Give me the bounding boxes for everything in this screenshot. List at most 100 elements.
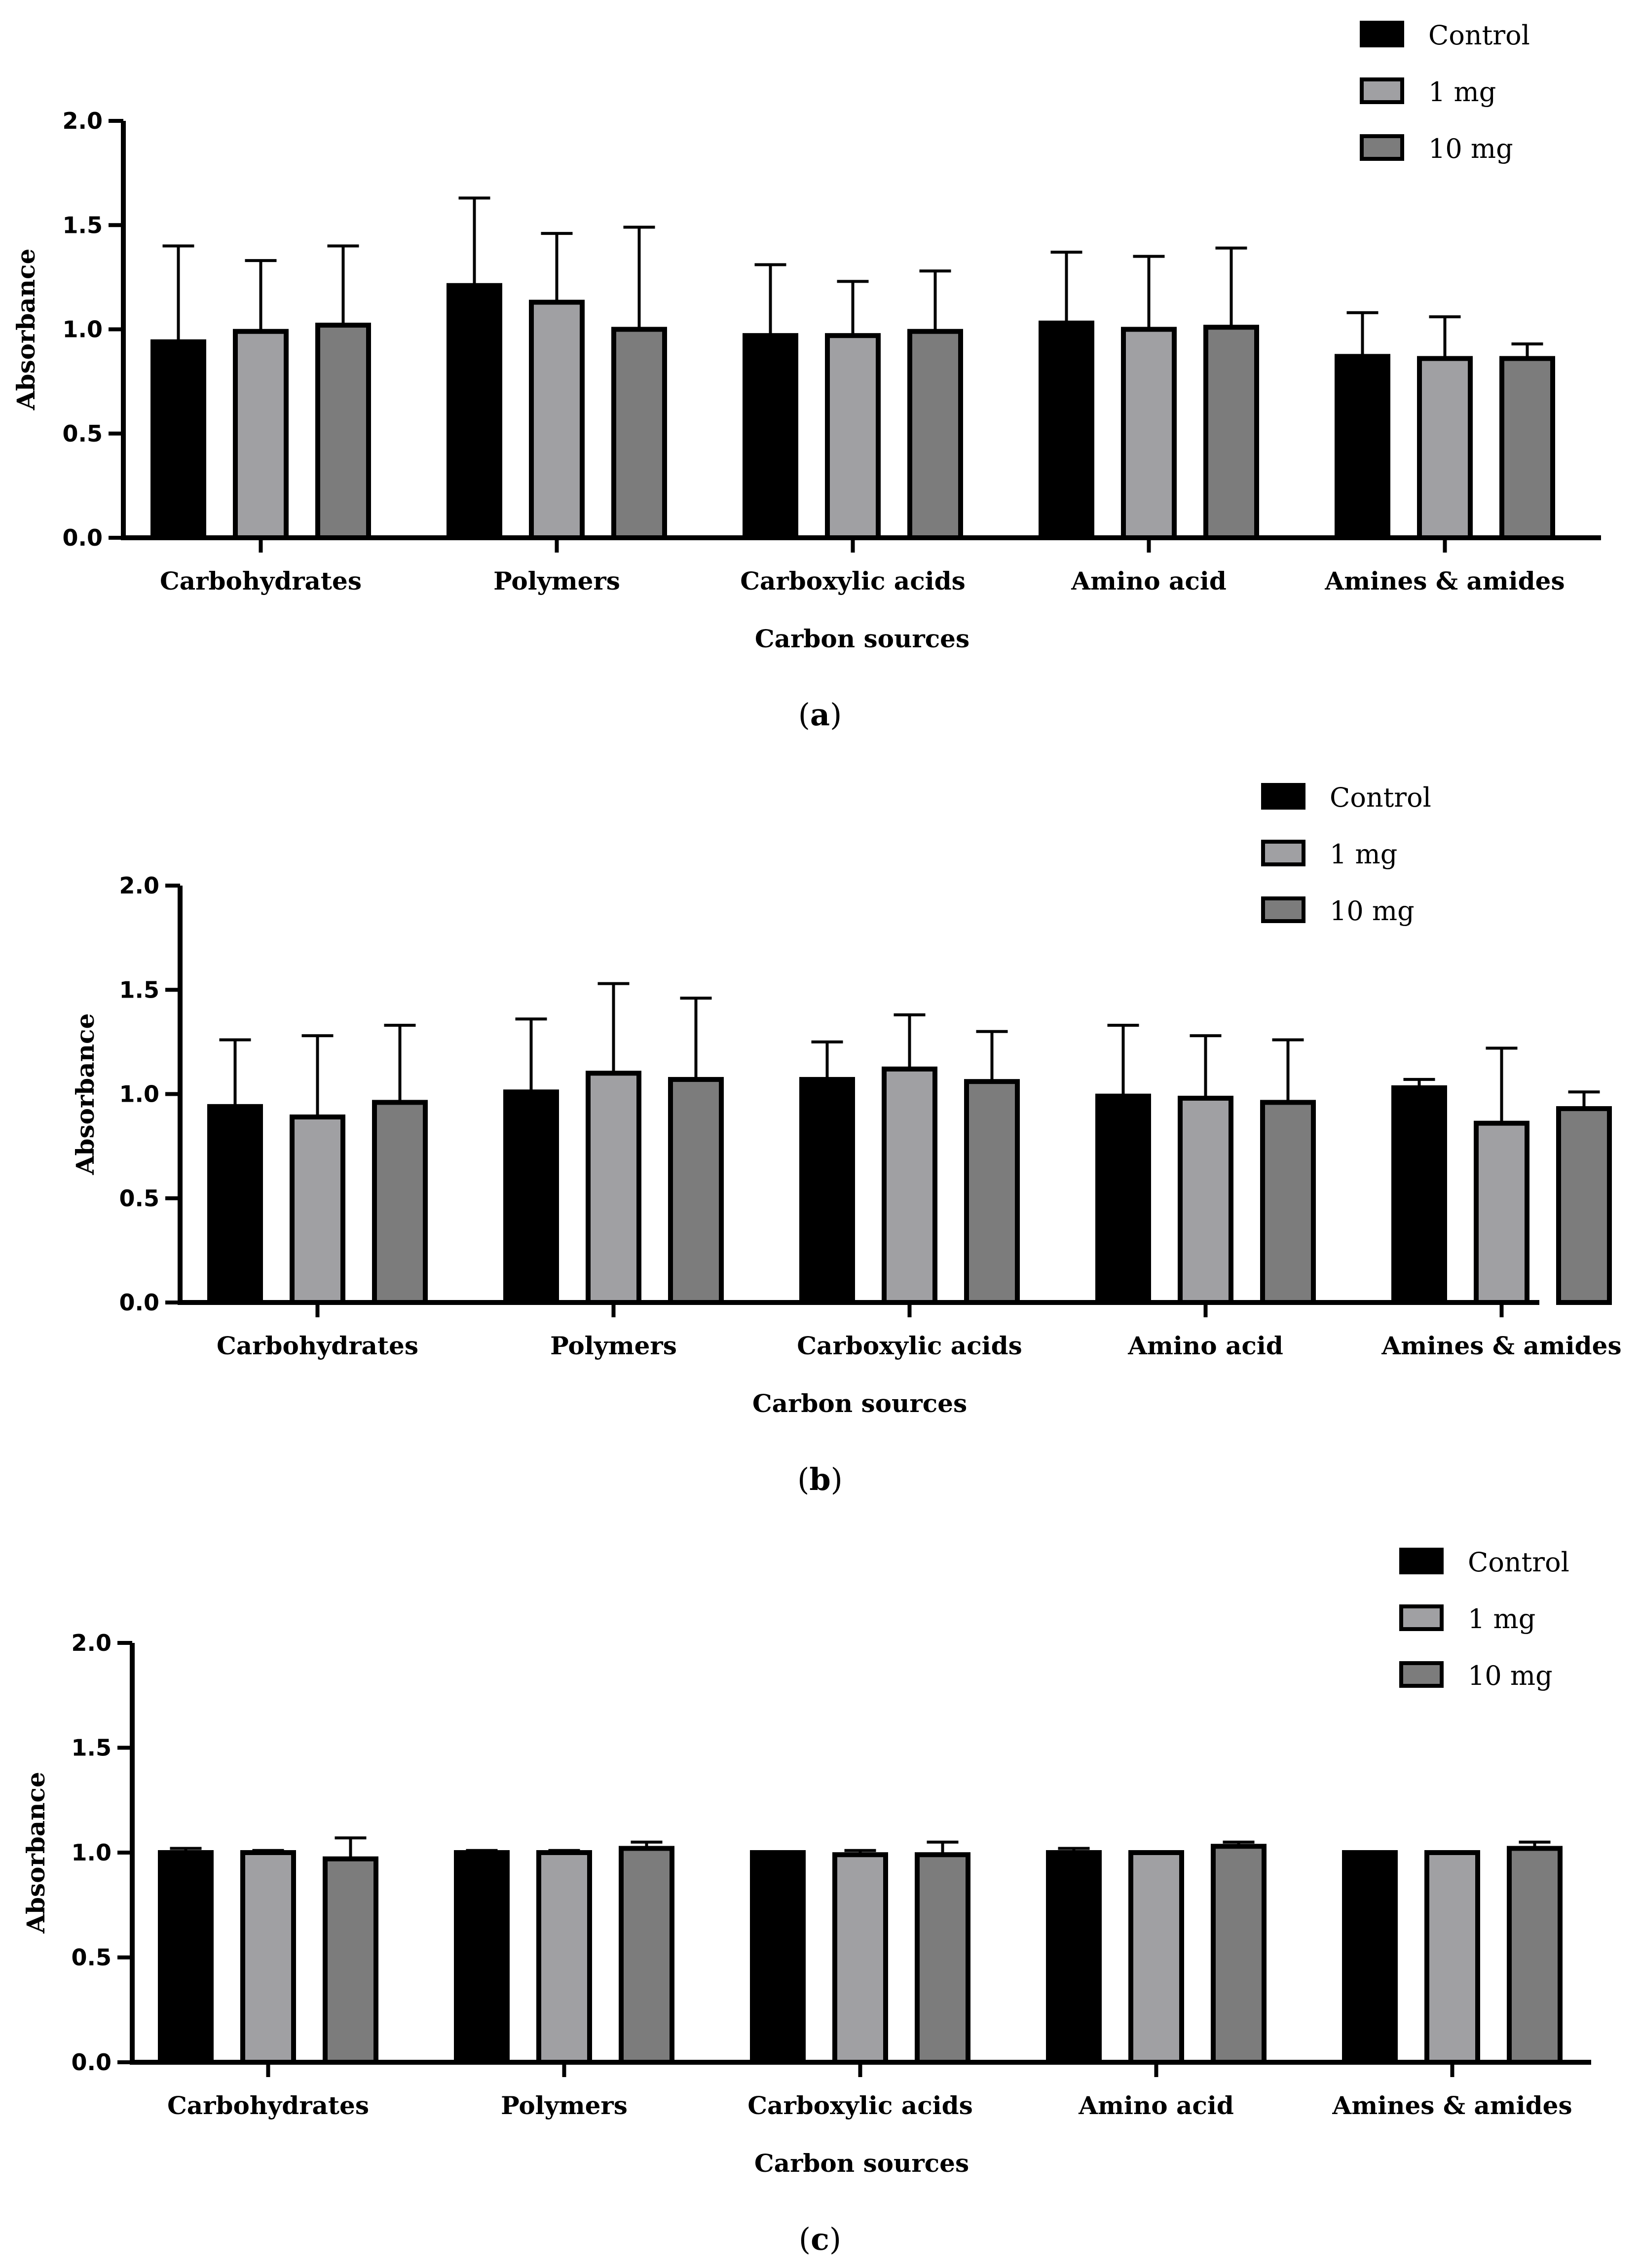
x-tick-label: Amino acid	[1127, 1331, 1283, 1360]
bar-control	[1342, 1850, 1398, 2065]
y-tick-label: 1.0	[72, 1839, 112, 1866]
bar-10-mg	[1211, 1844, 1267, 2065]
x-tick-label: Amines & amides	[1332, 2091, 1572, 2120]
chart-panel-c: 0.0 0.5 1.0 1.5 2.0 Carbohydrates Polymers Carb…	[21, 1547, 1591, 2257]
bar-control	[1039, 320, 1094, 540]
bar-1-mg	[1178, 1095, 1233, 1305]
y-tick-label: 2.0	[119, 872, 160, 899]
x-tick-label: Carboxylic acids	[747, 2091, 973, 2120]
bar-1-mg	[832, 1852, 888, 2065]
y-tick-label: 1.5	[72, 1735, 112, 1761]
bar-control	[503, 1089, 559, 1305]
legend-swatch-10-mg	[1261, 896, 1305, 923]
panel-label: (b)	[797, 1461, 843, 1497]
bar-10-mg	[1556, 1106, 1612, 1305]
bar-control	[207, 1104, 263, 1305]
x-tick-label: Amino acid	[1071, 566, 1227, 595]
x-tick-label: Amino acid	[1078, 2091, 1234, 2120]
x-tick-label: Carboxylic acids	[740, 566, 966, 595]
bar-1-mg	[882, 1066, 937, 1305]
y-tick-label: 0.0	[72, 2049, 112, 2076]
x-tick-label: Polymers	[550, 1331, 677, 1360]
x-tick-label: Carbohydrates	[217, 1331, 418, 1360]
bar-1-mg	[536, 1850, 592, 2065]
bar-10-mg	[315, 323, 371, 540]
legend-swatch-control	[1360, 21, 1404, 47]
legend-label: 10 mg	[1468, 1660, 1553, 1691]
panel-label: (c)	[799, 2221, 841, 2257]
legend-swatch-1-mg	[1399, 1604, 1444, 1631]
legend-swatch-control	[1261, 783, 1305, 810]
bar-control	[447, 283, 502, 541]
bar-1-mg	[529, 299, 585, 540]
y-tick-label: 0.5	[63, 420, 103, 447]
y-tick-label: 0.5	[119, 1185, 160, 1212]
bar-1-mg	[240, 1850, 296, 2065]
bar-10-mg	[323, 1856, 378, 2065]
legend-label: Control	[1330, 782, 1431, 813]
x-tick-label: Polymers	[501, 2091, 628, 2120]
legend-label: 10 mg	[1330, 895, 1415, 927]
legend-label: 1 mg	[1330, 839, 1397, 870]
chart-panel-b: 0.0 0.5 1.0 1.5 2.0 Carbohydrates Polymers Carb…	[71, 782, 1622, 1497]
legend-swatch-control	[1399, 1548, 1444, 1574]
x-axis-title: Carbon sources	[752, 1389, 967, 1418]
bar-10-mg	[372, 1100, 428, 1305]
bar-10-mg	[907, 329, 963, 540]
legend-label: Control	[1428, 20, 1530, 51]
y-axis-title: Absorbance	[71, 1013, 100, 1176]
bar-10-mg	[1260, 1100, 1316, 1305]
x-tick-label: Amines & amides	[1324, 566, 1565, 595]
y-tick-label: 1.5	[63, 212, 103, 238]
legend-swatch-1-mg	[1261, 840, 1305, 866]
x-tick-label: Carbohydrates	[167, 2091, 369, 2120]
y-axis-title: Absorbance	[11, 249, 40, 411]
x-tick-label: Carbohydrates	[160, 566, 362, 595]
bar-1-mg	[290, 1114, 345, 1305]
legend-label: 1 mg	[1428, 76, 1496, 108]
legend-label: Control	[1468, 1547, 1569, 1578]
x-axis-title: Carbon sources	[755, 624, 969, 653]
bar-1-mg	[1121, 327, 1177, 540]
bar-10-mg	[915, 1852, 970, 2065]
bar-1-mg	[233, 329, 289, 540]
bar-control	[150, 339, 206, 540]
y-tick-label: 1.5	[119, 976, 160, 1003]
bar-1-mg	[1424, 1850, 1480, 2065]
x-tick-label: Carboxylic acids	[797, 1331, 1022, 1360]
x-axis-title: Carbon sources	[754, 2149, 969, 2178]
legend-swatch-10-mg	[1360, 134, 1404, 161]
y-tick-label: 2.0	[63, 108, 103, 134]
bar-10-mg	[619, 1846, 674, 2065]
y-tick-label: 1.0	[119, 1081, 160, 1108]
bar-10-mg	[1507, 1846, 1563, 2065]
x-tick-label: Amines & amides	[1381, 1331, 1621, 1360]
bar-1-mg	[586, 1071, 641, 1305]
bar-control	[799, 1077, 855, 1305]
bar-1-mg	[1128, 1850, 1184, 2065]
bar-control	[1095, 1093, 1151, 1305]
legend-swatch-1-mg	[1360, 77, 1404, 104]
bar-1-mg	[1417, 356, 1473, 541]
bar-10-mg	[964, 1079, 1020, 1305]
y-axis-title: Absorbance	[21, 1772, 50, 1934]
panel-label: (a)	[798, 697, 842, 733]
bar-control	[1335, 354, 1390, 540]
legend-label: 10 mg	[1428, 133, 1513, 164]
legend-label: 1 mg	[1468, 1603, 1535, 1635]
bar-10-mg	[668, 1077, 724, 1305]
bar-control	[454, 1850, 510, 2065]
bar-10-mg	[611, 327, 667, 540]
bar-1-mg	[825, 333, 881, 540]
bar-10-mg	[1203, 325, 1259, 541]
y-tick-label: 0.0	[63, 524, 103, 551]
bar-1-mg	[1474, 1120, 1529, 1305]
x-tick-label: Polymers	[493, 566, 620, 595]
y-tick-label: 1.0	[63, 316, 103, 343]
y-tick-label: 2.0	[72, 1630, 112, 1656]
legend-swatch-10-mg	[1399, 1661, 1444, 1688]
y-tick-label: 0.0	[119, 1289, 160, 1316]
chart-panel-a: 0.0 0.5 1.0 1.5 2.0 Carbohydrates Polymers Carb…	[11, 20, 1601, 733]
bar-control	[743, 333, 798, 540]
